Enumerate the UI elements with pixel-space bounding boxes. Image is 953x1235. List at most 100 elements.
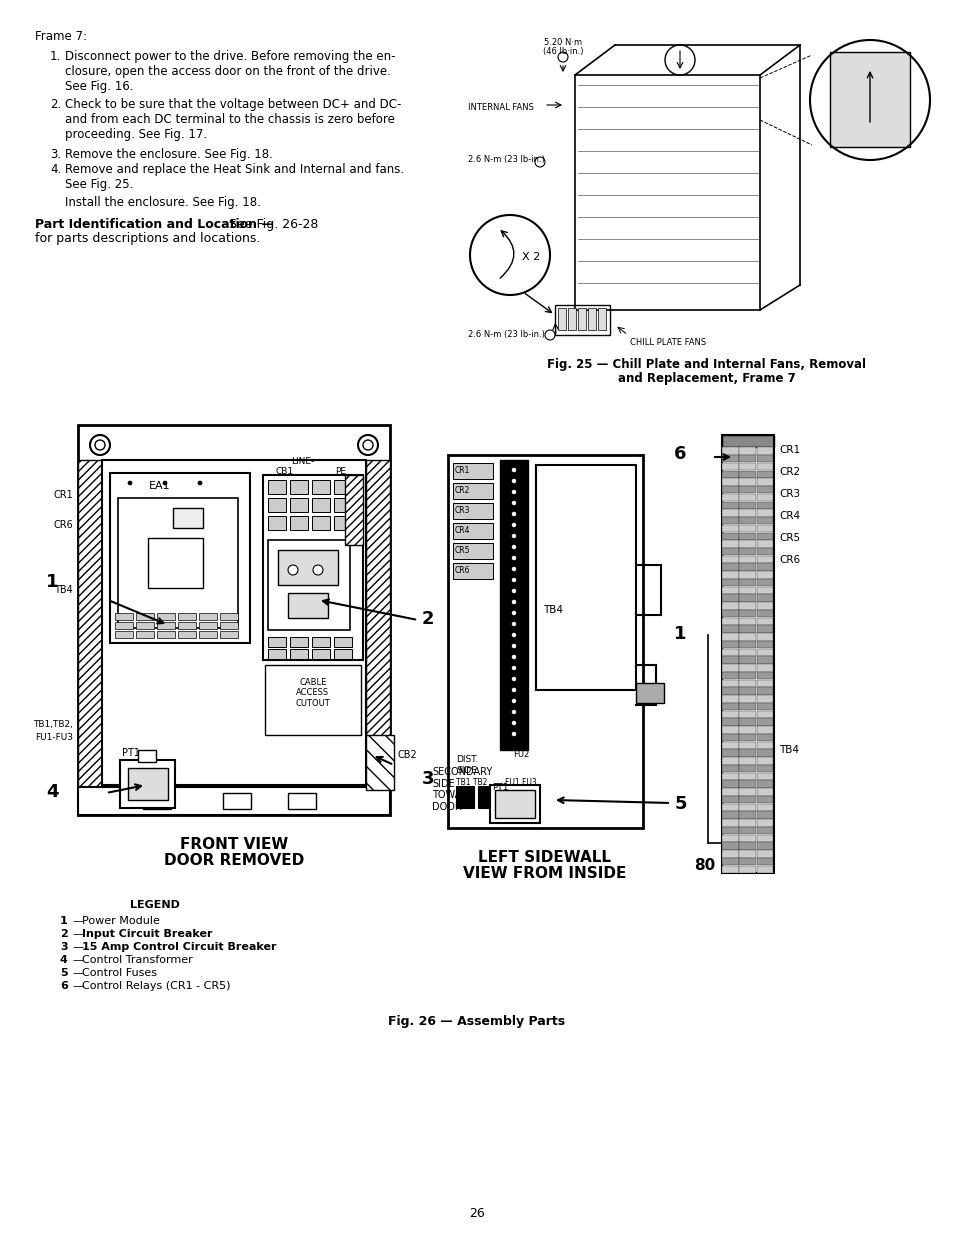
Bar: [739, 610, 756, 618]
Bar: [453, 522, 493, 538]
Bar: [499, 459, 527, 750]
Bar: [136, 613, 153, 620]
Bar: [143, 793, 171, 809]
Circle shape: [198, 480, 202, 485]
Bar: [587, 308, 596, 330]
Text: 3: 3: [421, 769, 434, 788]
Bar: [739, 556, 756, 563]
Bar: [739, 703, 756, 710]
Bar: [721, 625, 738, 632]
Bar: [721, 509, 738, 516]
Text: 6: 6: [60, 981, 68, 990]
Text: Input Circuit Breaker: Input Circuit Breaker: [82, 929, 213, 939]
Circle shape: [512, 501, 516, 505]
Bar: [739, 579, 756, 587]
Bar: [739, 501, 756, 509]
Bar: [739, 603, 756, 610]
Bar: [721, 556, 738, 563]
Bar: [178, 622, 195, 629]
Bar: [756, 719, 773, 726]
Bar: [756, 556, 773, 563]
Bar: [756, 811, 773, 819]
Bar: [739, 688, 756, 695]
Text: TB4: TB4: [54, 585, 73, 595]
Bar: [334, 480, 352, 494]
Bar: [756, 525, 773, 532]
Bar: [756, 501, 773, 509]
Bar: [721, 695, 738, 703]
Text: CR1: CR1: [53, 490, 73, 500]
Bar: [220, 631, 237, 638]
Circle shape: [512, 622, 516, 626]
Bar: [268, 650, 286, 659]
Bar: [756, 842, 773, 850]
Text: —: —: [71, 929, 83, 939]
Bar: [756, 819, 773, 826]
Bar: [172, 508, 203, 529]
Bar: [739, 710, 756, 718]
Bar: [598, 308, 605, 330]
Bar: [829, 52, 909, 147]
Bar: [756, 657, 773, 664]
Bar: [756, 866, 773, 873]
Bar: [290, 480, 308, 494]
Text: CR6: CR6: [779, 555, 800, 564]
Bar: [178, 631, 195, 638]
Bar: [128, 768, 168, 800]
Bar: [739, 781, 756, 788]
Bar: [739, 563, 756, 571]
Text: CR2: CR2: [455, 487, 470, 495]
Bar: [721, 463, 738, 471]
Text: and Replacement, Frame 7: and Replacement, Frame 7: [618, 372, 795, 385]
Bar: [178, 613, 195, 620]
Bar: [118, 498, 237, 629]
Bar: [453, 483, 493, 499]
Circle shape: [512, 589, 516, 593]
Text: TB1,TB2,: TB1,TB2,: [33, 720, 73, 729]
Circle shape: [512, 634, 516, 637]
Text: 2.6 N-m (23 lb-in.): 2.6 N-m (23 lb-in.): [468, 156, 544, 164]
Bar: [756, 835, 773, 842]
Text: 2: 2: [60, 929, 68, 939]
Bar: [220, 613, 237, 620]
Bar: [721, 726, 738, 734]
Circle shape: [512, 666, 516, 671]
Bar: [756, 781, 773, 788]
Bar: [756, 664, 773, 672]
Bar: [290, 650, 308, 659]
Text: PT1: PT1: [492, 783, 508, 792]
Bar: [756, 858, 773, 866]
Bar: [334, 637, 352, 647]
Bar: [721, 664, 738, 672]
Bar: [756, 634, 773, 641]
Bar: [739, 594, 756, 601]
Bar: [739, 750, 756, 757]
Bar: [199, 613, 216, 620]
Bar: [148, 538, 203, 588]
Bar: [739, 625, 756, 632]
Bar: [721, 435, 773, 873]
Bar: [756, 540, 773, 547]
Bar: [721, 757, 738, 764]
Bar: [739, 742, 756, 750]
Text: SIDE: SIDE: [456, 766, 476, 776]
Bar: [268, 516, 286, 530]
Bar: [721, 811, 738, 819]
Bar: [756, 572, 773, 579]
Circle shape: [512, 522, 516, 527]
Bar: [453, 463, 493, 479]
Bar: [477, 785, 496, 808]
Bar: [555, 305, 609, 335]
Bar: [756, 703, 773, 710]
Bar: [290, 637, 308, 647]
Bar: [756, 594, 773, 601]
Circle shape: [512, 643, 516, 648]
Bar: [739, 726, 756, 734]
Bar: [721, 679, 738, 687]
Bar: [739, 795, 756, 803]
Bar: [756, 618, 773, 625]
Bar: [739, 478, 756, 485]
Bar: [756, 463, 773, 471]
Bar: [721, 603, 738, 610]
Bar: [115, 631, 132, 638]
